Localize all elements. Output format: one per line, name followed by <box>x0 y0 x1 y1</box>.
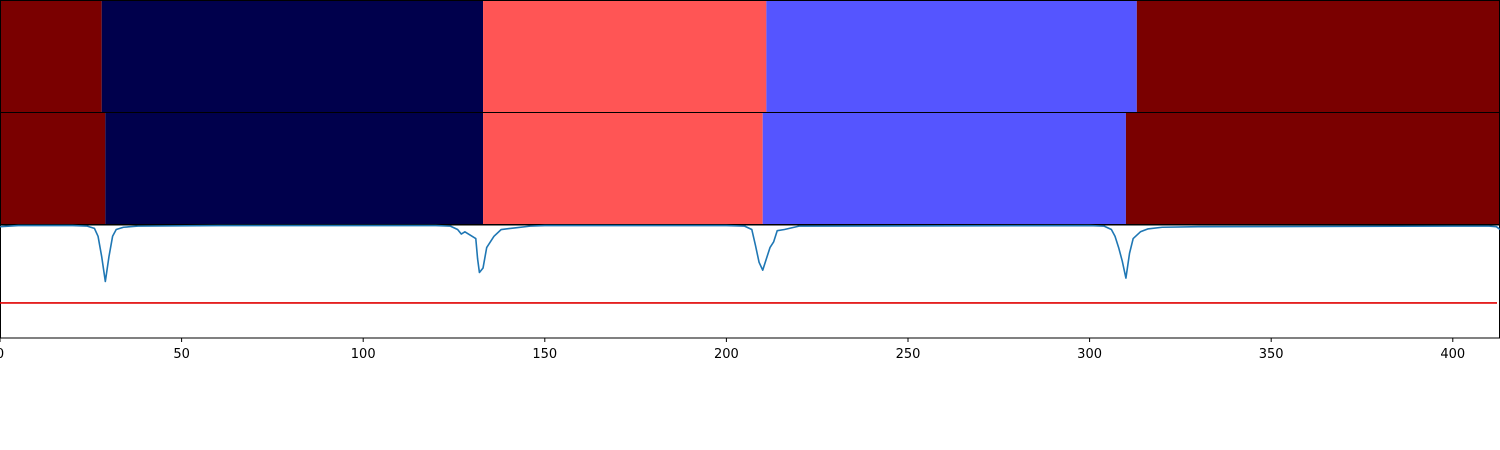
x-tick-label: 150 <box>532 347 557 362</box>
x-tick-label: 250 <box>896 347 921 362</box>
strip-1-segment-3 <box>483 1 767 112</box>
signal-panel <box>0 224 1500 339</box>
signal-line <box>0 224 1500 283</box>
strip-2-segment-5 <box>1125 113 1500 224</box>
x-tick-label: 0 <box>0 347 4 362</box>
strip-1-segment-4 <box>766 1 1137 112</box>
x-tick-label: 300 <box>1077 347 1102 362</box>
x-tick-label: 350 <box>1259 347 1284 362</box>
x-axis: 0 50 100 150 200 250 300 350 400 <box>0 338 1465 362</box>
strip-1-segment-1 <box>0 1 102 112</box>
x-tick-label: 400 <box>1440 347 1465 362</box>
strip-1 <box>0 0 1500 113</box>
x-tick-label: 200 <box>714 347 739 362</box>
signal-panel-background <box>0 224 1500 339</box>
x-tick-label: 50 <box>173 347 190 362</box>
strip-1-segment-2 <box>101 1 484 112</box>
strip-2-segment-4 <box>762 113 1126 224</box>
strip-2-segment-2 <box>105 113 484 224</box>
strip-1-segment-5 <box>1136 1 1500 112</box>
signal-layer <box>0 224 1500 283</box>
strip-2-segment-1 <box>0 113 106 224</box>
strip-2-segment-3 <box>483 113 763 224</box>
segmentation-strips <box>0 0 1500 225</box>
strip-2 <box>0 112 1500 225</box>
x-tick-label: 100 <box>351 347 376 362</box>
